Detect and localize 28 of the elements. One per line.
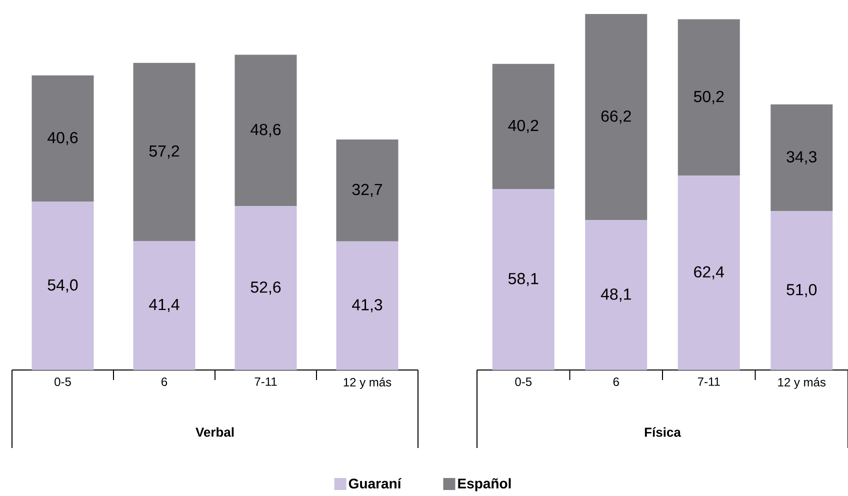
data-label: 40,2 (508, 120, 538, 134)
data-label: 41,3 (352, 299, 382, 312)
x-tick-label: 12 y más (344, 378, 392, 389)
data-label: 57,2 (149, 145, 180, 159)
x-tick-label: 12 y más (778, 378, 826, 389)
data-label: 51,0 (786, 284, 817, 298)
data-label: 52,6 (250, 281, 281, 295)
x-tick-label: 7-11 (698, 378, 720, 386)
data-label: 62,4 (694, 266, 724, 280)
x-tick-label: 7-11 (254, 378, 277, 386)
data-label: 50,2 (694, 90, 724, 104)
legend-label: Español (458, 478, 511, 492)
data-label: 54,0 (48, 279, 78, 293)
data-label: 58,1 (508, 272, 538, 286)
x-tick-label: 6 (613, 378, 619, 386)
data-label: 34,3 (786, 151, 816, 164)
x-tick-label: 0-5 (54, 378, 71, 386)
x-axis-title: Verbal (196, 427, 234, 437)
data-label: 40,6 (48, 132, 78, 146)
data-label: 41,4 (149, 298, 180, 312)
data-label: 48,1 (600, 288, 631, 302)
legend-label: Guaraní (348, 478, 402, 489)
x-tick-label: 0-5 (515, 378, 532, 386)
x-axis-title: Física (644, 427, 682, 437)
data-label: 32,7 (352, 184, 382, 198)
data-label: 66,2 (601, 110, 631, 124)
data-label: 48,6 (250, 124, 281, 138)
x-tick-label: 6 (162, 378, 168, 386)
